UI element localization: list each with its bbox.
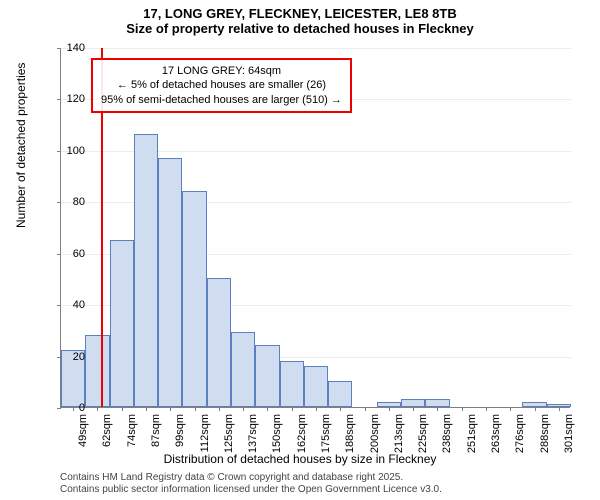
footer-line1: Contains HM Land Registry data © Crown c…	[60, 472, 442, 484]
ytick-label: 140	[67, 42, 85, 54]
xtick-mark	[316, 407, 317, 411]
histogram-bar	[110, 240, 134, 407]
xtick-mark	[292, 407, 293, 411]
title-line1: 17, LONG GREY, FLECKNEY, LEICESTER, LE8 …	[0, 0, 600, 21]
xtick-label: 225sqm	[417, 414, 429, 453]
footer-attribution: Contains HM Land Registry data © Crown c…	[60, 472, 442, 496]
xtick-label: 74sqm	[126, 414, 138, 447]
xtick-label: 112sqm	[199, 414, 211, 452]
histogram-bar	[304, 366, 328, 407]
ytick-mark	[57, 48, 61, 49]
annotation-line1: 17 LONG GREY: 64sqm	[101, 64, 342, 78]
xtick-label: 62sqm	[101, 414, 113, 447]
xtick-label: 99sqm	[174, 414, 186, 447]
xtick-label: 137sqm	[247, 414, 259, 453]
footer-line2: Contains public sector information licen…	[60, 484, 442, 496]
xtick-label: 200sqm	[369, 414, 381, 453]
xtick-mark	[437, 407, 438, 411]
histogram-bar	[134, 134, 158, 407]
xtick-label: 175sqm	[320, 414, 332, 453]
ytick-label: 40	[73, 299, 85, 311]
xtick-label: 238sqm	[441, 414, 453, 453]
xtick-mark	[486, 407, 487, 411]
xtick-mark	[97, 407, 98, 411]
ytick-mark	[57, 151, 61, 152]
xtick-label: 276sqm	[514, 414, 526, 453]
xtick-label: 263sqm	[490, 414, 502, 453]
xtick-mark	[535, 407, 536, 411]
xtick-mark	[413, 407, 414, 411]
xtick-mark	[510, 407, 511, 411]
xtick-mark	[122, 407, 123, 411]
ytick-mark	[57, 254, 61, 255]
title-line2: Size of property relative to detached ho…	[0, 21, 600, 40]
ytick-label: 80	[73, 196, 85, 208]
histogram-bar	[158, 158, 182, 407]
xtick-label: 188sqm	[344, 414, 356, 453]
histogram-plot: 49sqm62sqm74sqm87sqm99sqm112sqm125sqm137…	[60, 48, 570, 408]
histogram-bar	[207, 278, 231, 407]
xtick-mark	[243, 407, 244, 411]
histogram-bar	[425, 399, 449, 407]
xtick-label: 162sqm	[296, 414, 308, 453]
ytick-label: 0	[79, 402, 85, 414]
ytick-mark	[57, 202, 61, 203]
xtick-mark	[219, 407, 220, 411]
histogram-bar	[255, 345, 279, 407]
xtick-mark	[146, 407, 147, 411]
annotation-line2: ← 5% of detached houses are smaller (26)	[101, 78, 342, 92]
histogram-bar	[182, 191, 206, 407]
xtick-label: 150sqm	[271, 414, 283, 453]
xtick-mark	[267, 407, 268, 411]
xtick-mark	[559, 407, 560, 411]
ytick-label: 60	[73, 248, 85, 260]
histogram-bar	[280, 361, 304, 407]
y-axis-label: Number of detached properties	[14, 63, 28, 228]
histogram-bar	[231, 332, 255, 407]
histogram-bar	[401, 399, 425, 407]
chart-area: 49sqm62sqm74sqm87sqm99sqm112sqm125sqm137…	[60, 48, 570, 408]
ytick-mark	[57, 99, 61, 100]
xtick-mark	[340, 407, 341, 411]
xtick-label: 213sqm	[393, 414, 405, 453]
xtick-mark	[365, 407, 366, 411]
annotation-box: 17 LONG GREY: 64sqm← 5% of detached hous…	[91, 58, 352, 113]
xtick-label: 251sqm	[466, 414, 478, 453]
ytick-label: 100	[67, 145, 85, 157]
xtick-mark	[195, 407, 196, 411]
xtick-label: 288sqm	[539, 414, 551, 453]
xtick-mark	[389, 407, 390, 411]
xtick-label: 49sqm	[77, 414, 89, 447]
ytick-label: 120	[67, 93, 85, 105]
histogram-bar	[328, 381, 352, 407]
xtick-mark	[462, 407, 463, 411]
histogram-bar	[85, 335, 109, 407]
xtick-mark	[73, 407, 74, 411]
xtick-label: 301sqm	[563, 414, 575, 453]
ytick-mark	[57, 408, 61, 409]
xtick-label: 87sqm	[150, 414, 162, 447]
x-axis-label: Distribution of detached houses by size …	[0, 452, 600, 466]
annotation-line3: 95% of semi-detached houses are larger (…	[101, 93, 342, 107]
xtick-label: 125sqm	[223, 414, 235, 453]
gridline	[61, 48, 571, 49]
ytick-label: 20	[73, 351, 85, 363]
ytick-mark	[57, 305, 61, 306]
xtick-mark	[170, 407, 171, 411]
